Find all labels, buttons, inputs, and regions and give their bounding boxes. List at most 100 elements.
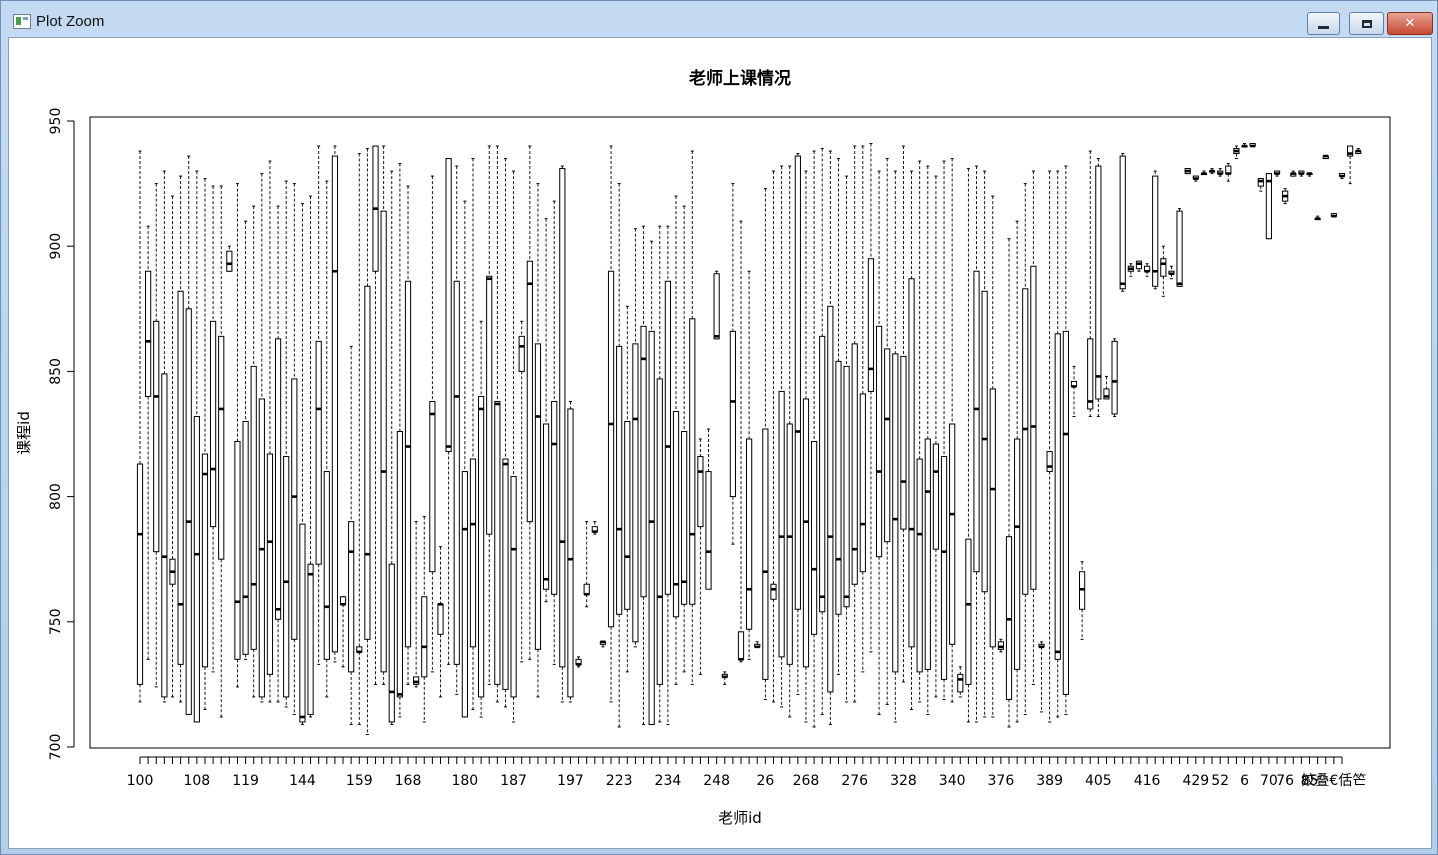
iqr-box (746, 438, 753, 630)
iqr-box (607, 270, 615, 628)
y-tick-label: 950 (48, 108, 64, 135)
iqr-box (421, 596, 428, 678)
box (802, 170, 810, 723)
box (1005, 238, 1013, 728)
iqr-box (892, 353, 899, 673)
iqr-box (518, 335, 525, 372)
iqr-box (859, 393, 866, 573)
box (949, 158, 956, 703)
iqr-box (624, 420, 631, 610)
iqr-box (1095, 165, 1102, 400)
iqr-box (940, 456, 948, 680)
iqr-box (616, 345, 623, 615)
box (299, 203, 306, 725)
iqr-box (973, 270, 980, 573)
iqr-box (242, 420, 249, 655)
iqr-box (502, 458, 509, 690)
box (315, 145, 322, 665)
iqr-box (900, 355, 907, 530)
iqr-box (648, 330, 655, 725)
box (161, 170, 168, 703)
box (884, 158, 891, 705)
x-tick-label: 100 (127, 773, 154, 789)
iqr-box (453, 280, 460, 665)
y-tick-label: 750 (48, 608, 64, 635)
box (746, 270, 753, 660)
iqr-box (981, 290, 988, 593)
iqr-box (583, 583, 590, 595)
box (567, 400, 574, 703)
box (291, 183, 298, 715)
iqr-box (551, 400, 558, 595)
x-tick-label: 26 (756, 773, 774, 789)
box (1014, 220, 1021, 723)
box (323, 180, 330, 698)
iqr-box (949, 423, 956, 645)
iqr-box (478, 395, 485, 698)
box (697, 438, 704, 675)
iqr-box (786, 423, 793, 665)
box (526, 145, 533, 660)
box (965, 168, 972, 723)
iqr-box (429, 400, 436, 573)
box (307, 195, 314, 718)
box (437, 546, 444, 698)
box (681, 205, 688, 673)
iqr-box (291, 378, 298, 640)
box (770, 170, 777, 703)
x-tick-label: 248 (703, 773, 730, 789)
box (356, 153, 363, 725)
x-tick-label: 180 (451, 773, 478, 789)
x-tick-label: 340 (939, 773, 966, 789)
iqr-box (705, 471, 712, 590)
iqr-box (1103, 388, 1110, 400)
iqr-box (664, 280, 672, 595)
iqr-box (632, 343, 639, 643)
box (908, 170, 915, 710)
iqr-box (1062, 330, 1069, 695)
box (932, 175, 940, 698)
iqr-box (924, 438, 931, 670)
box (1054, 170, 1061, 718)
box (1355, 148, 1362, 155)
iqr-box (1176, 210, 1183, 287)
iqr-box (226, 250, 233, 272)
iqr-box (1152, 175, 1159, 287)
iqr-box (1119, 155, 1126, 290)
y-axis-label: 课程id (15, 411, 33, 455)
iqr-box (364, 285, 371, 640)
close-icon: ✕ (1404, 16, 1416, 31)
box (713, 270, 720, 340)
iqr-box (697, 456, 704, 528)
close-button[interactable]: ✕ (1387, 12, 1433, 35)
iqr-box (1347, 145, 1354, 157)
box (900, 145, 907, 683)
box (656, 225, 663, 723)
iqr-box (469, 458, 477, 648)
box (997, 638, 1004, 653)
title-bar[interactable]: Plot Zoom ✕ (1, 1, 1437, 37)
box (1322, 154, 1329, 160)
iqr-box (559, 168, 566, 668)
box (1314, 215, 1321, 221)
boxplot-chart: 老师上课情况 700 750 800 850 900 950 100 108 119 144 15… (15, 68, 1391, 827)
minimize-button[interactable] (1307, 12, 1340, 35)
iqr-box (689, 318, 696, 605)
box (1265, 173, 1273, 240)
box (1168, 265, 1175, 280)
box (1347, 145, 1354, 185)
box (1184, 168, 1191, 175)
iqr-box (640, 325, 647, 598)
box (1273, 170, 1281, 177)
iqr-box (1087, 338, 1094, 410)
iqr-box (161, 373, 168, 698)
box (372, 145, 379, 685)
box (1208, 168, 1216, 175)
iqr-box (916, 458, 923, 673)
box (413, 521, 420, 688)
box (957, 666, 964, 698)
box (1111, 338, 1118, 417)
iqr-box (965, 538, 972, 685)
x-tick-label: 108 (183, 773, 210, 789)
maximize-button[interactable] (1349, 12, 1384, 35)
